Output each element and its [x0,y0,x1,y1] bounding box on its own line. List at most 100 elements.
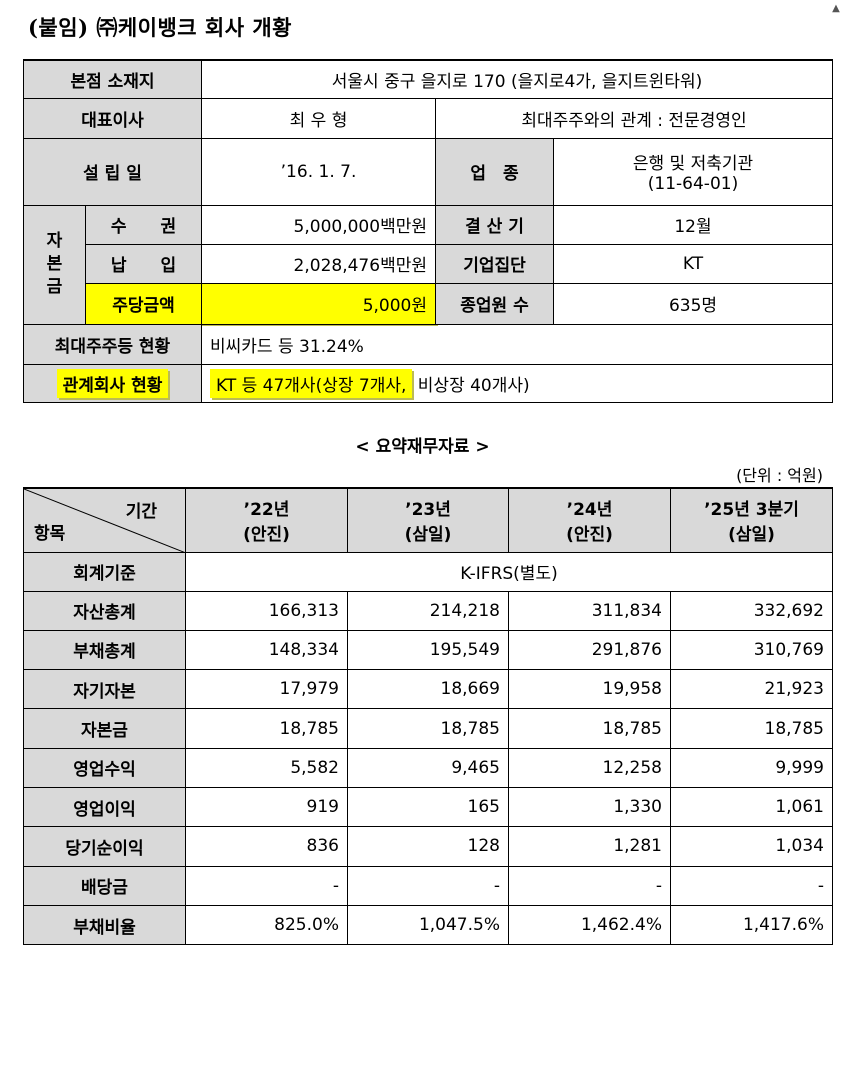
table-cell: 18,785 [185,708,348,749]
financial-section-title: < 요약재무자료 > [355,437,490,457]
table-cell: 1,061 [670,786,833,828]
table-row: 영업수익 5,582 9,465 12,258 9,999 [23,747,833,788]
table-cell: 9,999 [670,747,833,788]
table-cell: 825.0% [185,904,348,946]
table-cell: 214,218 [347,590,509,631]
table-cell: 1,047.5% [347,904,509,946]
row-label: 배당금 [23,865,186,906]
table-cell: 128 [347,826,509,867]
table-cell: - [185,865,348,906]
table-cell: 311,834 [508,590,671,631]
table-cell: 836 [185,826,348,867]
table-row: 배당금 - - - - [23,865,833,906]
table-cell: 291,876 [508,629,671,671]
column-year: ’25년 3분기 [704,500,799,521]
document-title: (붙임) ㈜케이뱅크 회사 개황 [28,15,293,40]
table-cell: 9,465 [347,747,509,788]
table-row: 자기자본 17,979 18,669 19,958 21,923 [23,669,833,710]
industry-name: 은행 및 저축기관 [632,154,754,174]
ceo-value: 최 우 형 [201,97,436,139]
column-auditor: (안진) [243,525,290,546]
table-cell: 1,281 [508,826,671,867]
authorized-value: 5,000,000백만원 [201,204,436,245]
capital-char-3: 금 [46,277,63,297]
affiliates-label-highlight: 관계회사 현황 [56,368,169,398]
table-cell: 148,334 [185,629,348,671]
table-row: 자본금 18,785 18,785 18,785 18,785 [23,708,833,749]
table-row: 부채비율 825.0% 1,047.5% 1,462.4% 1,417.6% [23,904,833,946]
established-value: ’16. 1. 7. [201,137,436,206]
table-cell: 12,258 [508,747,671,788]
table-cell: - [670,865,833,906]
column-year: ’23년 [405,500,451,521]
table-cell: 5,582 [185,747,348,788]
ceo-label: 대표이사 [23,97,202,139]
column-year: ’24년 [566,500,613,521]
column-header: ’22년 (안진) [185,487,348,553]
table-cell: 1,034 [670,826,833,867]
table-cell: 18,785 [347,708,509,749]
industry-label: 업 종 [435,137,554,206]
column-auditor: (삼일) [728,525,775,546]
group-value: KT [552,243,834,284]
column-header: ’25년 3분기 (삼일) [670,487,833,553]
par-value: 5,000원 [201,282,436,325]
affiliates-value-highlight: KT 등 47개사(상장 7개사, [210,368,413,398]
row-label: 자본금 [23,708,186,749]
row-label: 자기자본 [23,669,186,710]
table-cell: 165 [347,786,509,828]
column-auditor: (삼일) [404,525,452,546]
table-cell: - [508,865,671,906]
affiliates-label: 관계회사 현황 [23,363,202,403]
row-label: 당기순이익 [23,826,186,867]
authorized-label: 수 권 [85,204,202,245]
table-row: 영업이익 919 165 1,330 1,061 [23,786,833,828]
fiscal-value: 12월 [552,204,834,245]
relation-value: 최대주주와의 관계 : 전문경영인 [434,97,834,139]
capital-char-2: 본 [46,254,63,274]
capital-label: 자 본 금 [23,204,86,325]
table-cell: 21,923 [670,669,833,710]
group-label: 기업집단 [435,243,554,284]
row-label: 영업이익 [23,786,186,828]
paidin-label: 납 입 [85,243,202,284]
table-cell: 166,313 [185,590,348,631]
table-cell: - [347,865,509,906]
table-cell: 18,785 [670,708,833,749]
table-cell: 19,958 [508,669,671,710]
shareholders-label: 최대주주등 현황 [23,323,202,365]
table-cell: 1,417.6% [670,904,833,946]
accounting-standard-label: 회계기준 [23,551,186,592]
affiliates-value-rest: 비상장 40개사) [412,375,530,396]
industry-code: (11-64-01) [647,174,739,194]
affiliates-value: KT 등 47개사(상장 7개사, 비상장 40개사) [200,363,834,403]
hq-label: 본점 소재지 [23,59,202,99]
capital-char-1: 자 [46,231,63,251]
header-item-label: 항목 [34,523,66,544]
fiscal-label: 결 산 기 [435,204,554,245]
row-label: 자산총계 [23,590,186,631]
established-label: 설 립 일 [23,137,202,206]
header-period-label: 기간 [125,502,157,522]
table-cell: 310,769 [670,629,833,671]
financial-summary-table: 기간 항목 ’22년 (안진) ’23년 (삼일) ’24년 (안진) ’25년… [23,487,833,946]
scroll-up-arrow-icon[interactable]: ▲ [832,3,840,14]
company-overview-table: 본점 소재지 서울시 중구 을지로 170 (을지로4가, 을지트윈타워) 대표… [23,59,834,403]
column-year: ’22년 [243,500,290,521]
shareholders-value: 비씨카드 등 31.24% [200,323,834,365]
column-header: ’24년 (안진) [508,487,671,553]
table-cell: 1,462.4% [508,904,671,946]
table-cell: 17,979 [185,669,348,710]
par-value-label: 주당금액 [85,282,202,325]
employees-value: 635명 [552,282,834,325]
table-row: 부채총계 148,334 195,549 291,876 310,769 [23,629,833,671]
table-row: 당기순이익 836 128 1,281 1,034 [23,826,833,867]
row-label: 부채비율 [23,904,186,946]
table-cell: 18,669 [347,669,509,710]
table-row: 자산총계 166,313 214,218 311,834 332,692 [23,590,833,631]
unit-label: (단위 : 억원) [736,466,823,485]
table-cell: 919 [185,786,348,828]
industry-value: 은행 및 저축기관 (11-64-01) [552,137,834,206]
column-header: ’23년 (삼일) [347,487,509,553]
employees-label: 종업원 수 [435,282,554,325]
